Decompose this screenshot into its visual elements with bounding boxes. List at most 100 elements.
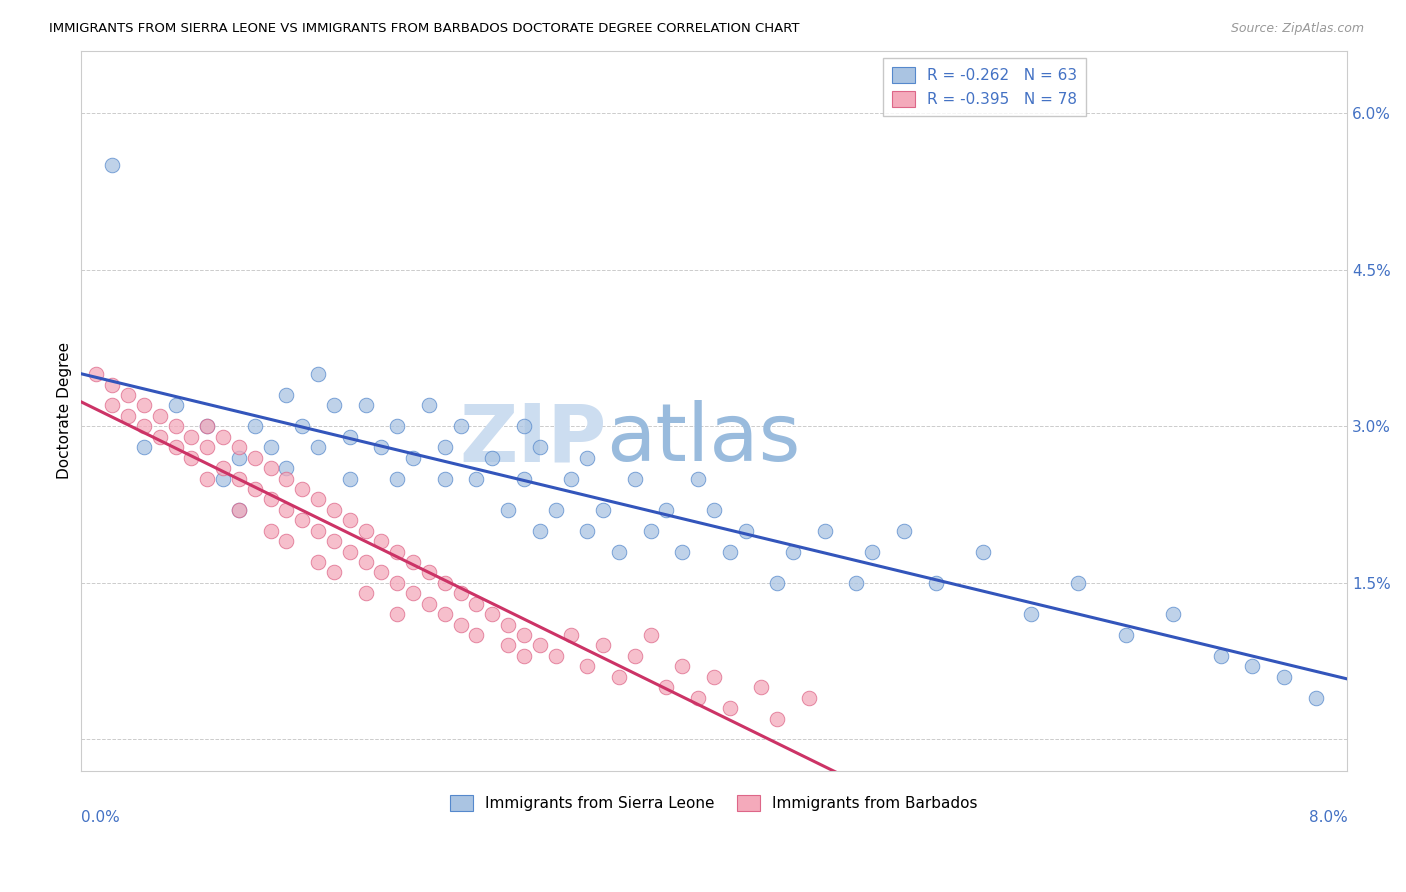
Point [228,440,250,454]
Point [433,471,456,485]
Point [195,471,218,485]
Point [797,690,820,705]
Point [496,617,519,632]
Point [496,639,519,653]
Point [195,419,218,434]
Y-axis label: Doctorate Degree: Doctorate Degree [58,343,72,479]
Point [212,430,235,444]
Point [370,566,392,580]
Point [860,544,883,558]
Point [481,607,503,622]
Point [259,440,281,454]
Point [339,430,361,444]
Point [276,388,298,402]
Point [766,712,789,726]
Point [212,471,235,485]
Text: Source: ZipAtlas.com: Source: ZipAtlas.com [1230,22,1364,36]
Text: atlas: atlas [606,401,800,478]
Point [228,471,250,485]
Point [354,524,377,538]
Text: 0.0%: 0.0% [80,810,120,825]
Point [529,524,551,538]
Point [686,471,709,485]
Point [165,419,187,434]
Point [1161,607,1184,622]
Point [402,555,425,569]
Point [1019,607,1042,622]
Point [387,544,409,558]
Point [671,659,693,673]
Point [782,544,804,558]
Point [339,471,361,485]
Point [671,544,693,558]
Point [465,471,488,485]
Point [560,471,582,485]
Point [544,648,567,663]
Point [195,419,218,434]
Point [165,440,187,454]
Point [228,503,250,517]
Point [1305,690,1327,705]
Point [322,399,344,413]
Point [640,524,662,538]
Point [972,544,994,558]
Point [276,461,298,475]
Point [450,586,472,600]
Point [259,492,281,507]
Point [418,566,440,580]
Point [276,471,298,485]
Text: ZIP: ZIP [458,401,606,478]
Point [686,690,709,705]
Point [450,419,472,434]
Point [276,534,298,549]
Point [703,670,725,684]
Point [370,534,392,549]
Point [845,575,868,590]
Point [607,670,630,684]
Point [924,575,946,590]
Point [180,430,202,444]
Point [734,524,756,538]
Point [607,544,630,558]
Point [433,440,456,454]
Point [180,450,202,465]
Point [307,555,329,569]
Point [387,575,409,590]
Point [243,482,266,496]
Point [339,544,361,558]
Point [418,399,440,413]
Point [322,503,344,517]
Point [433,575,456,590]
Point [1209,648,1232,663]
Point [513,419,536,434]
Point [243,450,266,465]
Point [149,409,172,423]
Point [291,419,314,434]
Point [513,628,536,642]
Legend: Immigrants from Sierra Leone, Immigrants from Barbados: Immigrants from Sierra Leone, Immigrants… [444,789,984,817]
Point [655,503,678,517]
Point [276,503,298,517]
Point [291,482,314,496]
Point [576,524,599,538]
Point [814,524,837,538]
Text: IMMIGRANTS FROM SIERRA LEONE VS IMMIGRANTS FROM BARBADOS DOCTORATE DEGREE CORREL: IMMIGRANTS FROM SIERRA LEONE VS IMMIGRAN… [49,22,800,36]
Point [370,440,392,454]
Point [354,555,377,569]
Point [259,524,281,538]
Point [387,607,409,622]
Point [450,617,472,632]
Point [655,680,678,694]
Point [465,597,488,611]
Point [766,575,789,590]
Point [418,597,440,611]
Point [402,450,425,465]
Point [560,628,582,642]
Point [354,399,377,413]
Point [433,607,456,622]
Point [465,628,488,642]
Point [1241,659,1264,673]
Point [101,159,124,173]
Point [513,471,536,485]
Point [592,639,614,653]
